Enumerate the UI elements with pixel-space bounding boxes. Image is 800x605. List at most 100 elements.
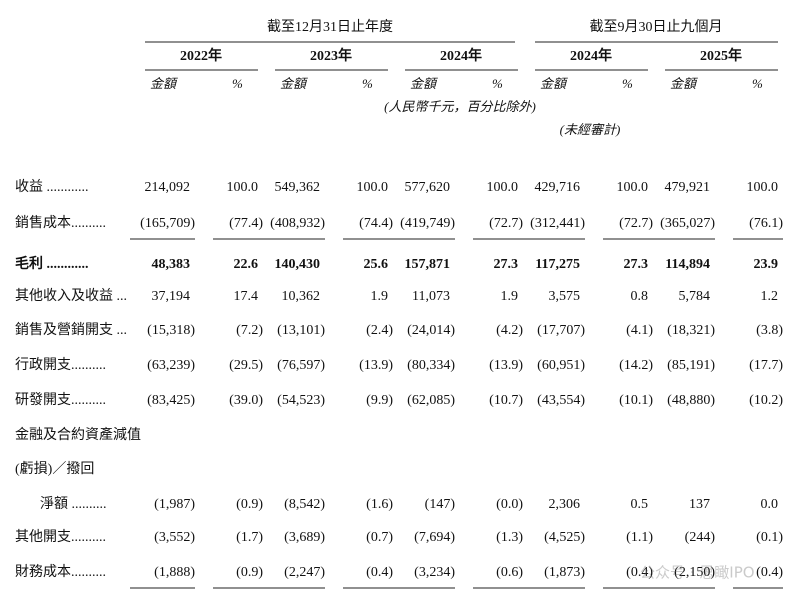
cell: 157,871 [405, 257, 451, 272]
row-label: 研發開支.......... [15, 392, 106, 408]
row-label: 收益 ............ [15, 179, 89, 195]
cell: 549,362 [275, 180, 321, 195]
row-label: (虧損)／撥回 [15, 461, 94, 477]
cell: 100.0 [227, 180, 259, 195]
cell: (3,552) [154, 530, 195, 545]
cell: (0.6) [496, 565, 523, 580]
cell: (77.4) [229, 216, 263, 231]
cell: 2,306 [549, 497, 581, 512]
cell: (8,542) [284, 497, 325, 512]
row-label: 其他開支.......... [15, 529, 106, 545]
cell: 37,194 [152, 289, 191, 304]
cell: 0.5 [631, 497, 649, 512]
cell: 114,894 [665, 257, 710, 272]
cell: (3.8) [756, 323, 783, 338]
cell: (0.4) [366, 565, 393, 580]
percent-header: % [752, 76, 763, 91]
cell: (1,873) [544, 565, 585, 580]
cell: 0.0 [761, 497, 779, 512]
cell: (76.1) [749, 216, 783, 231]
cell: 137 [689, 497, 710, 512]
cell: (0.1) [756, 530, 783, 545]
cell: 27.3 [624, 257, 649, 272]
cell: (1.6) [366, 497, 393, 512]
cell: (10.7) [489, 393, 523, 408]
cell: 100.0 [357, 180, 389, 195]
cell: (419,749) [400, 216, 455, 231]
row-label: 財務成本.......... [15, 564, 106, 580]
cell: (4,525) [544, 530, 585, 545]
cell: (165,709) [140, 216, 195, 231]
cell: 3,575 [549, 289, 581, 304]
cell: 140,430 [275, 257, 321, 272]
cell: (43,554) [537, 393, 585, 408]
cell: 17.4 [234, 289, 259, 304]
cell: (147) [425, 497, 456, 512]
cell: (13,101) [277, 323, 325, 338]
row-label: 金融及合約資產減值 [15, 426, 141, 443]
cell: (0.9) [236, 565, 263, 580]
year-header: 2023年 [310, 47, 352, 64]
cell: (2,247) [284, 565, 325, 580]
cell: (365,027) [660, 216, 715, 231]
cell: (17,707) [537, 323, 585, 338]
cell: 11,073 [412, 289, 450, 304]
cell: (76,597) [277, 358, 325, 373]
cell: (72.7) [619, 216, 653, 231]
cell: (0.4) [756, 565, 783, 580]
row-label: 銷售成本.......... [15, 215, 106, 231]
cell: (0.7) [366, 530, 393, 545]
cell: 429,716 [535, 180, 581, 195]
cell: (85,191) [667, 358, 715, 373]
cell: 100.0 [747, 180, 779, 195]
amount-header: 金額 [540, 76, 568, 91]
row-label: 銷售及營銷開支 ... [15, 322, 127, 338]
cell: (29.5) [229, 358, 263, 373]
row-label: 淨額 .......... [40, 496, 107, 512]
percent-header: % [622, 76, 633, 91]
cell: (7.2) [236, 323, 263, 338]
cell: (1,888) [154, 565, 195, 580]
cell: (408,932) [270, 216, 325, 231]
cell: (7,694) [414, 530, 455, 545]
cell: (72.7) [489, 216, 523, 231]
cell: 1.9 [371, 289, 389, 304]
percent-header: % [362, 76, 373, 91]
amount-header: 金額 [150, 76, 178, 91]
cell: (1.3) [496, 530, 523, 545]
group-header: 截至9月30日止九個月 [590, 19, 723, 35]
cell: 5,784 [679, 289, 711, 304]
cell: (60,951) [537, 358, 585, 373]
cell: 10,362 [282, 289, 321, 304]
amount-header: 金額 [280, 76, 308, 91]
cell: (244) [685, 530, 716, 545]
cell: (0.9) [236, 497, 263, 512]
year-header: 2025年 [700, 47, 742, 64]
cell: (4.1) [626, 323, 653, 338]
cell: 22.6 [234, 257, 259, 272]
cell: 577,620 [405, 180, 451, 195]
unaudited-note: (未經審計) [560, 122, 621, 137]
cell: 117,275 [535, 257, 580, 272]
cell: (13.9) [359, 358, 393, 373]
cell: 27.3 [494, 257, 519, 272]
amount-header: 金額 [410, 76, 438, 91]
cell: 1.9 [501, 289, 519, 304]
year-header: 2024年 [570, 47, 612, 64]
cell: (80,334) [407, 358, 455, 373]
cell: (13.9) [489, 358, 523, 373]
cell: 25.6 [364, 257, 389, 272]
cell: 0.8 [631, 289, 649, 304]
cell: (14.2) [619, 358, 653, 373]
cell: (83,425) [147, 393, 195, 408]
cell: 1.2 [761, 289, 779, 304]
cell: (3,234) [414, 565, 455, 580]
cell: 100.0 [487, 180, 519, 195]
row-label: 行政開支.......... [15, 357, 106, 373]
row-label: 其他收入及收益 ... [15, 288, 127, 304]
cell: 100.0 [617, 180, 649, 195]
cell: (10.2) [749, 393, 783, 408]
cell: (62,085) [407, 393, 455, 408]
percent-header: % [492, 76, 503, 91]
